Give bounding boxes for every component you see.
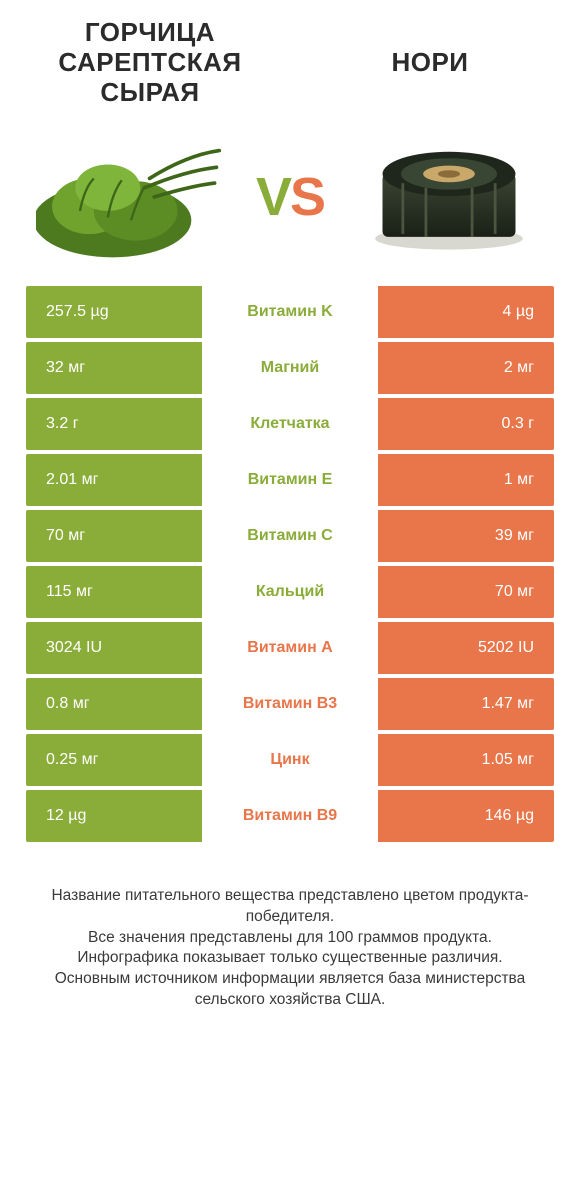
header: ГОРЧИЦА САРЕПТСКАЯ СЫРАЯ НОРИ [0,0,580,112]
table-row: 2.01 мгВитамин E1 мг [26,454,554,506]
nutrient-label: Витамин B9 [202,790,378,842]
right-value: 2 мг [378,342,554,394]
left-value: 3.2 г [26,398,202,450]
vs-s: S [290,167,324,227]
footer-line: Инфографика показывает только существенн… [34,948,546,969]
nutrient-label: Магний [202,342,378,394]
nori-roll-icon [354,132,544,262]
nutrient-label: Витамин B3 [202,678,378,730]
table-row: 257.5 µgВитамин K4 µg [26,286,554,338]
table-row: 0.8 мгВитамин B31.47 мг [26,678,554,730]
footer-notes: Название питательного вещества представл… [0,846,580,1012]
nutrient-label: Витамин K [202,286,378,338]
footer-line: Все значения представлены для 100 граммо… [34,928,546,949]
left-value: 257.5 µg [26,286,202,338]
table-row: 115 мгКальций70 мг [26,566,554,618]
table-row: 3.2 гКлетчатка0.3 г [26,398,554,450]
vs-v: V [256,167,290,227]
table-row: 70 мгВитамин C39 мг [26,510,554,562]
right-value: 146 µg [378,790,554,842]
comparison-table: 257.5 µgВитамин K4 µg32 мгМагний2 мг3.2 … [0,286,580,842]
nutrient-label: Цинк [202,734,378,786]
nutrient-label: Клетчатка [202,398,378,450]
mustard-greens-icon [36,132,226,262]
left-value: 70 мг [26,510,202,562]
right-value: 0.3 г [378,398,554,450]
right-value: 1.05 мг [378,734,554,786]
right-value: 70 мг [378,566,554,618]
nutrient-label: Витамин E [202,454,378,506]
right-value: 1 мг [378,454,554,506]
vs-row: VS [0,112,580,286]
right-product-title: НОРИ [296,48,565,78]
left-value: 32 мг [26,342,202,394]
footer-line: Основным источником информации является … [34,969,546,1011]
right-value: 39 мг [378,510,554,562]
table-row: 3024 IUВитамин A5202 IU [26,622,554,674]
left-value: 0.25 мг [26,734,202,786]
nutrient-label: Кальций [202,566,378,618]
left-value: 115 мг [26,566,202,618]
right-value: 5202 IU [378,622,554,674]
left-product-title: ГОРЧИЦА САРЕПТСКАЯ СЫРАЯ [16,18,285,108]
left-value: 3024 IU [26,622,202,674]
nutrient-label: Витамин A [202,622,378,674]
table-row: 0.25 мгЦинк1.05 мг [26,734,554,786]
table-row: 12 µgВитамин B9146 µg [26,790,554,842]
left-value: 12 µg [26,790,202,842]
nutrient-label: Витамин C [202,510,378,562]
vs-label: VS [256,166,324,228]
right-value: 1.47 мг [378,678,554,730]
table-row: 32 мгМагний2 мг [26,342,554,394]
left-value: 0.8 мг [26,678,202,730]
right-value: 4 µg [378,286,554,338]
left-value: 2.01 мг [26,454,202,506]
footer-line: Название питательного вещества представл… [34,886,546,928]
